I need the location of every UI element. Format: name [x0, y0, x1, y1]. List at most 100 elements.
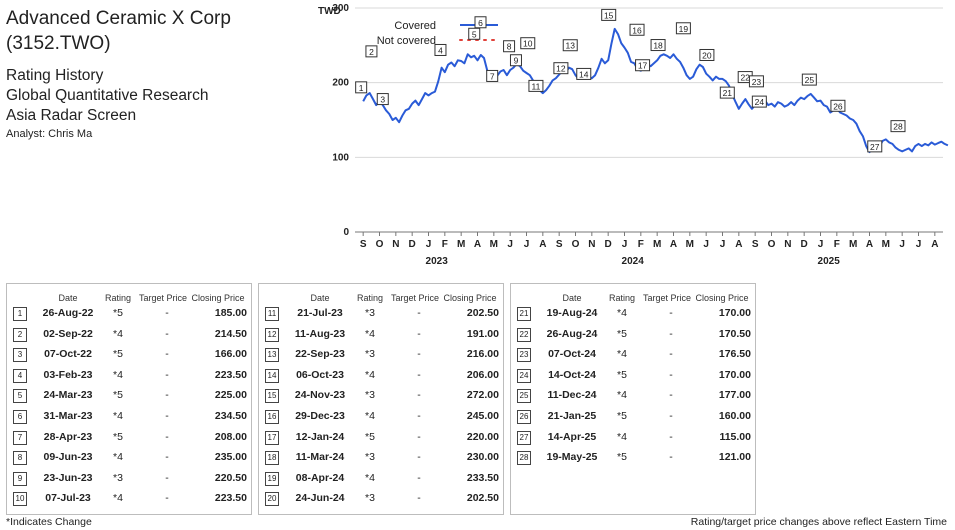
footnote-time: Rating/target price changes above reflec… — [690, 516, 947, 528]
table-row: 5 24-Mar-23 *5 - 225.00 — [7, 387, 251, 405]
x-tick-label: J — [703, 239, 709, 250]
row-rating: *4 — [617, 430, 627, 443]
rating-marker-label: 16 — [632, 25, 642, 35]
x-year-label: 2025 — [818, 256, 841, 267]
ticker: (3152.TWO) — [6, 33, 111, 54]
rating-marker-label: 5 — [472, 29, 477, 39]
table-row: 4 03-Feb-23 *4 - 223.50 — [7, 367, 251, 385]
rating-marker-box — [650, 39, 666, 52]
row-index-box: 21 — [517, 307, 531, 321]
rating-marker-label: 28 — [893, 122, 903, 132]
footnote-change: *Indicates Change — [6, 516, 92, 528]
rating-marker-box — [830, 99, 846, 112]
table-row: 15 24-Nov-23 *3 - 272.00 — [259, 387, 503, 405]
header-rating: Rating — [608, 293, 635, 303]
rating-marker-label: 3 — [380, 95, 385, 105]
x-tick-label: J — [507, 239, 513, 250]
rating-marker-box — [376, 93, 389, 106]
row-rating: *5 — [617, 451, 627, 464]
row-date: 07-Oct-24 — [548, 348, 596, 361]
row-closing-price: 170.00 — [718, 368, 751, 381]
row-rating: *4 — [617, 389, 627, 402]
header-closing-price: Closing Price — [191, 293, 245, 303]
row-closing-price: 166.00 — [214, 348, 247, 361]
row-target-price: - — [417, 451, 421, 464]
row-date: 06-Oct-23 — [296, 368, 344, 381]
table-row: 17 12-Jan-24 *5 - 220.00 — [259, 429, 503, 447]
row-date: 26-Aug-22 — [42, 307, 94, 319]
row-date: 24-Nov-23 — [294, 389, 346, 402]
rating-marker-label: 6 — [478, 18, 483, 28]
row-rating: *3 — [365, 492, 375, 505]
row-index-box: 28 — [517, 451, 531, 466]
header-date: Date — [310, 293, 330, 303]
row-closing-price: 206.00 — [466, 368, 499, 381]
row-date: 24-Mar-23 — [43, 389, 93, 402]
table-row: 6 31-Mar-23 *4 - 234.50 — [7, 408, 251, 426]
header-closing-price: Closing Price — [695, 293, 749, 303]
table-row: 20 24-Jun-24 *3 - 202.50 — [259, 490, 503, 508]
row-rating: *5 — [113, 389, 123, 402]
rating-marker-label: 11 — [532, 81, 541, 91]
row-closing-price: 170.50 — [718, 327, 751, 340]
row-date: 11-Mar-24 — [295, 451, 345, 464]
row-rating: *5 — [113, 430, 123, 443]
x-tick-label: F — [638, 239, 644, 250]
row-index-box: 26 — [517, 410, 531, 424]
table-row: 8 09-Jun-23 *4 - 235.00 — [7, 449, 251, 467]
header-date: Date — [562, 293, 582, 303]
x-tick-label: N — [784, 239, 791, 250]
rating-marker-box — [562, 39, 578, 52]
rating-marker-label: 12 — [556, 64, 566, 74]
row-index-box: 1 — [13, 307, 27, 321]
table-row: 18 11-Mar-24 *3 - 230.00 — [259, 449, 503, 467]
table-row: 1 26-Aug-22 *5 - 185.00 — [7, 305, 251, 323]
row-rating: *5 — [617, 368, 627, 381]
rating-marker-box — [699, 48, 715, 61]
rating-marker-label: 2 — [369, 47, 374, 57]
rating-table-2: Date Rating Target Price Closing Price 11 21-… — [258, 283, 504, 515]
table-row: 27 14-Apr-25 *4 - 115.00 — [511, 429, 755, 447]
row-date: 07-Oct-22 — [44, 348, 92, 361]
row-closing-price: 216.00 — [466, 348, 499, 361]
row-closing-price: 185.00 — [214, 307, 247, 319]
rating-marker-box — [576, 67, 592, 80]
x-tick-label: M — [490, 239, 498, 250]
row-index-box: 19 — [265, 471, 279, 486]
row-index-box: 16 — [265, 410, 279, 424]
x-tick-label: D — [801, 239, 808, 250]
x-tick-label: D — [409, 239, 416, 250]
rating-marker-box — [520, 37, 536, 50]
rating-marker-box — [601, 8, 617, 21]
rating-table-1: Date Rating Target Price Closing Price 1 26-A… — [6, 283, 252, 515]
report-type: Rating History — [6, 67, 104, 84]
row-index-box: 3 — [13, 348, 27, 363]
row-target-price: - — [165, 389, 169, 402]
rating-marker-box — [801, 73, 817, 86]
row-date: 19-May-25 — [546, 451, 598, 464]
rating-marker-label: 1 — [359, 83, 364, 93]
rating-marker-box — [867, 140, 883, 153]
x-tick-label: M — [457, 239, 465, 250]
row-target-price: - — [165, 451, 169, 464]
x-tick-label: J — [524, 239, 530, 250]
x-tick-label: M — [849, 239, 857, 250]
x-tick-label: O — [572, 239, 580, 250]
x-tick-label: M — [882, 239, 890, 250]
row-rating: *5 — [113, 307, 123, 319]
rating-marker-box — [355, 81, 368, 94]
row-target-price: - — [417, 348, 421, 361]
header-target-price: Target Price — [642, 293, 692, 303]
x-year-label: 2023 — [426, 256, 449, 267]
table-row: 13 22-Sep-23 *3 - 216.00 — [259, 346, 503, 364]
row-index-box: 12 — [265, 327, 279, 342]
table-row: 19 08-Apr-24 *4 - 233.50 — [259, 470, 503, 488]
rating-marker-label: 17 — [638, 61, 648, 71]
row-closing-price: 225.00 — [214, 389, 247, 402]
rating-table-3: Date Rating Target Price Closing Price 21 19-… — [510, 283, 756, 515]
row-date: 09-Jun-23 — [43, 451, 93, 464]
row-target-price: - — [165, 471, 169, 484]
row-closing-price: 214.50 — [214, 327, 247, 340]
row-target-price: - — [165, 430, 169, 443]
header-date: Date — [58, 293, 78, 303]
